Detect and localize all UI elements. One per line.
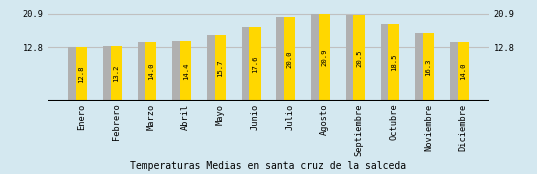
Bar (346, 15, 357, 101)
Bar (68, 48, 79, 101)
Text: 14.0: 14.0 (460, 63, 466, 80)
Bar (146, 42, 156, 101)
Bar (319, 14, 330, 101)
Bar (103, 46, 114, 101)
Bar (450, 42, 461, 101)
Text: 18.5: 18.5 (391, 54, 397, 71)
Bar (242, 27, 253, 101)
Text: 13.2: 13.2 (113, 65, 119, 82)
Bar (423, 33, 434, 101)
Bar (249, 27, 260, 101)
Bar (311, 14, 322, 101)
Text: 12.8: 12.8 (78, 65, 84, 83)
Bar (172, 41, 184, 101)
Text: Temperaturas Medias en santa cruz de la salceda: Temperaturas Medias en santa cruz de la … (130, 161, 407, 171)
Text: 17.6: 17.6 (252, 56, 258, 73)
Text: 20.0: 20.0 (287, 50, 293, 68)
Text: 16.3: 16.3 (425, 58, 431, 76)
Bar (381, 24, 391, 101)
Bar (215, 35, 226, 101)
Text: 14.4: 14.4 (183, 62, 188, 80)
Bar (207, 35, 218, 101)
Bar (458, 42, 469, 101)
Bar (284, 17, 295, 101)
Bar (180, 41, 191, 101)
Bar (137, 42, 149, 101)
Text: 20.5: 20.5 (356, 49, 362, 67)
Text: 14.0: 14.0 (148, 63, 154, 80)
Text: 15.7: 15.7 (217, 59, 223, 77)
Bar (111, 46, 122, 101)
Bar (277, 17, 288, 101)
Bar (415, 33, 426, 101)
Bar (388, 24, 400, 101)
Text: 20.9: 20.9 (321, 49, 328, 66)
Bar (353, 15, 365, 101)
Bar (76, 48, 87, 101)
